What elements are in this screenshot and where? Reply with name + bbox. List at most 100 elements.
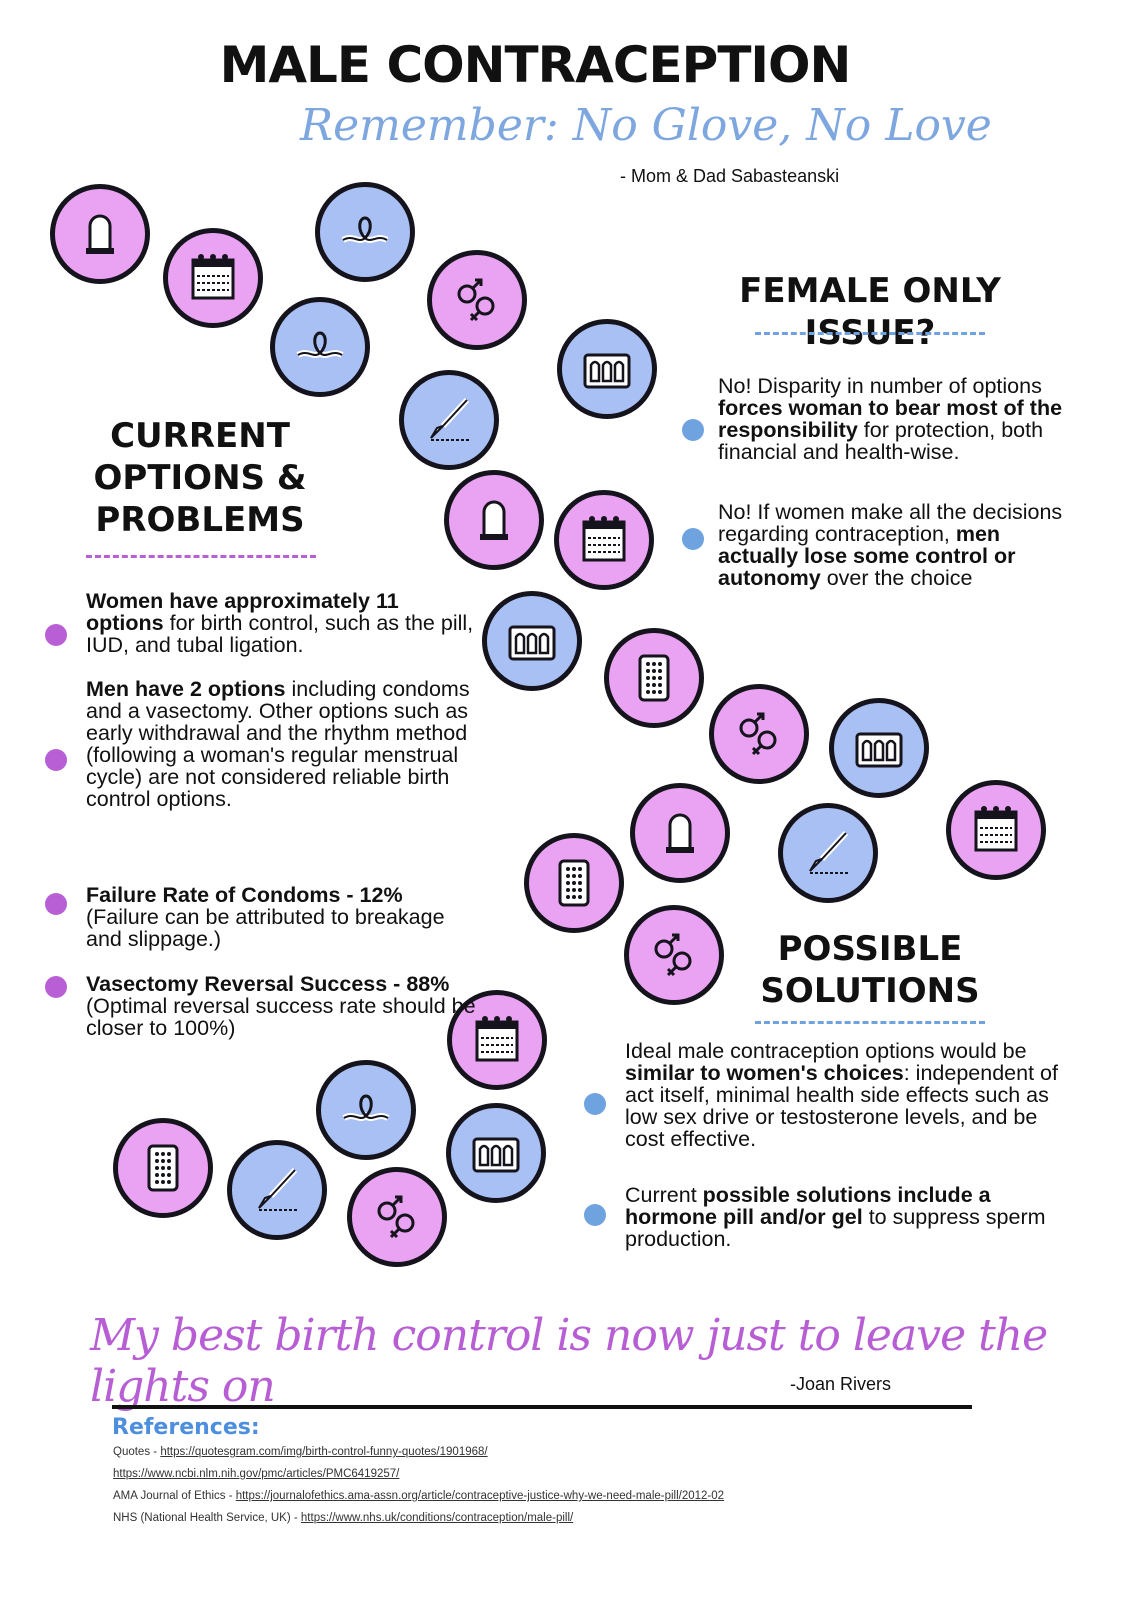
icon-circle [946, 780, 1046, 880]
bullet-detail: over the choice [820, 566, 973, 590]
quote-attribution: -Joan Rivers [790, 1374, 892, 1394]
calendar-icon [185, 250, 241, 306]
gender-symbols-icon [449, 272, 505, 328]
reference-link[interactable]: https://journalofethics.ama-assn.org/art… [235, 1490, 725, 1502]
reference-link[interactable]: https://www.ncbi.nlm.nih.gov/pmc/article… [113, 1468, 400, 1480]
ampoules-icon [504, 613, 560, 669]
condom-icon [466, 492, 522, 548]
scalpel-icon [249, 1162, 305, 1218]
icon-circle [50, 184, 150, 284]
bullet-text: Ideal male contraception options would b… [625, 1040, 1065, 1150]
icon-circle [447, 990, 547, 1090]
bullet-bold: men actually lose some control or autono… [718, 522, 1016, 590]
bullet-text: Men have 2 options including condoms and… [86, 678, 476, 810]
bullet-bold: Vasectomy Reversal Success - 88% [86, 972, 450, 996]
iud-icon [338, 1082, 394, 1138]
bullet-detail: (Optimal reversal success rate should be… [86, 994, 476, 1040]
bullet-dot [682, 419, 704, 441]
bullet-detail: to suppress sperm production. [625, 1205, 1046, 1251]
bullet-lead: No! If women make all the decisions rega… [718, 500, 1063, 546]
bullet-detail: for protection, both financial and healt… [718, 418, 1044, 464]
icon-circle [829, 698, 929, 798]
reference-item: AMA Journal of Ethics - https://journalo… [113, 1490, 724, 1502]
bullet-bold: Women have approximately 11 options [86, 589, 399, 635]
icon-circle [557, 319, 657, 419]
reference-item: Quotes - https://quotesgram.com/img/birt… [113, 1446, 488, 1458]
icon-circle [347, 1167, 447, 1267]
bullet-dot [45, 893, 67, 915]
gender-symbols-icon [646, 927, 702, 983]
icon-circle [524, 833, 624, 933]
icon-circle [554, 490, 654, 590]
bullet-bold: similar to women's choices [625, 1061, 904, 1085]
bullet-text: Current possible solutions include a hor… [625, 1184, 1065, 1250]
bullet-dot [45, 624, 67, 646]
icon-circle [427, 250, 527, 350]
pill-pack-icon [546, 855, 602, 911]
bullet-lead: Ideal male contraception options would b… [625, 1039, 1027, 1063]
icon-circle [624, 905, 724, 1005]
bullet-detail: for birth control, such as the pill, IUD… [86, 611, 474, 657]
icon-circle [113, 1118, 213, 1218]
pill-pack-icon [135, 1140, 191, 1196]
icon-circle [316, 1060, 416, 1160]
gender-symbols-icon [731, 706, 787, 762]
reference-label: NHS (National Health Service, UK) - [113, 1512, 301, 1524]
bullet-text: Women have approximately 11 options for … [86, 590, 476, 656]
reference-link[interactable]: https://www.nhs.uk/conditions/contracept… [300, 1512, 574, 1524]
bullet-bold: forces woman to bear most of the respons… [718, 396, 1063, 442]
bullet-detail: including condoms and a vasectomy. Other… [86, 677, 470, 811]
divider [755, 332, 985, 335]
ampoules-icon [579, 341, 635, 397]
reference-item: NHS (National Health Service, UK) - http… [113, 1512, 573, 1524]
bullet-text: Failure Rate of Condoms - 12% (Failure c… [86, 884, 476, 950]
reference-label: Quotes - [113, 1446, 161, 1458]
ampoules-icon [851, 720, 907, 776]
iud-icon [292, 319, 348, 375]
bullet-bold: Failure Rate of Condoms - 12% [86, 883, 403, 907]
bullet-bold: Men have 2 options [86, 677, 286, 701]
reference-link[interactable]: https://quotesgram.com/img/birth-control… [160, 1446, 488, 1458]
bullet-bold: possible solutions include a hormone pil… [625, 1183, 991, 1229]
bullet-lead: Current [625, 1183, 703, 1207]
calendar-icon [968, 802, 1024, 858]
divider [755, 1021, 985, 1024]
icon-circle [630, 783, 730, 883]
calendar-icon [576, 512, 632, 568]
icon-circle [227, 1140, 327, 1240]
iud-icon [337, 204, 393, 260]
references-heading: References: [112, 1415, 260, 1440]
icon-circle [444, 470, 544, 570]
bullet-text: No! If women make all the decisions rega… [718, 501, 1068, 589]
icon-circle [778, 803, 878, 903]
subtitle-quote: Remember: No Glove, No Love [300, 100, 992, 151]
bullet-detail: : independent of act itself, minimal hea… [625, 1061, 1058, 1151]
icon-circle [482, 591, 582, 691]
reference-item: https://www.ncbi.nlm.nih.gov/pmc/article… [113, 1468, 399, 1480]
current-options-heading: Current Options & Problems [93, 416, 307, 540]
reference-label: AMA Journal of Ethics - [113, 1490, 236, 1502]
condom-icon [72, 206, 128, 262]
divider [112, 1405, 972, 1409]
icon-circle [270, 297, 370, 397]
bullet-text: No! Disparity in number of options force… [718, 375, 1068, 463]
icon-circle [604, 628, 704, 728]
pill-pack-icon [626, 650, 682, 706]
page-title: Male Contraception [219, 36, 852, 94]
bullet-dot [45, 749, 67, 771]
calendar-icon [469, 1012, 525, 1068]
bullet-text: Vasectomy Reversal Success - 88% (Optima… [86, 973, 476, 1039]
icon-circle [315, 182, 415, 282]
ampoules-icon [468, 1125, 524, 1181]
scalpel-icon [421, 392, 477, 448]
female-issue-heading: Female only issue? [739, 271, 1001, 353]
divider [86, 555, 316, 558]
bullet-lead: No! Disparity in number of options [718, 374, 1042, 398]
icon-circle [446, 1103, 546, 1203]
solutions-heading: Possible Solutions [760, 929, 980, 1011]
bullet-dot [45, 976, 67, 998]
bullet-dot [584, 1093, 606, 1115]
condom-icon [652, 805, 708, 861]
icon-circle [163, 228, 263, 328]
icon-circle [709, 684, 809, 784]
